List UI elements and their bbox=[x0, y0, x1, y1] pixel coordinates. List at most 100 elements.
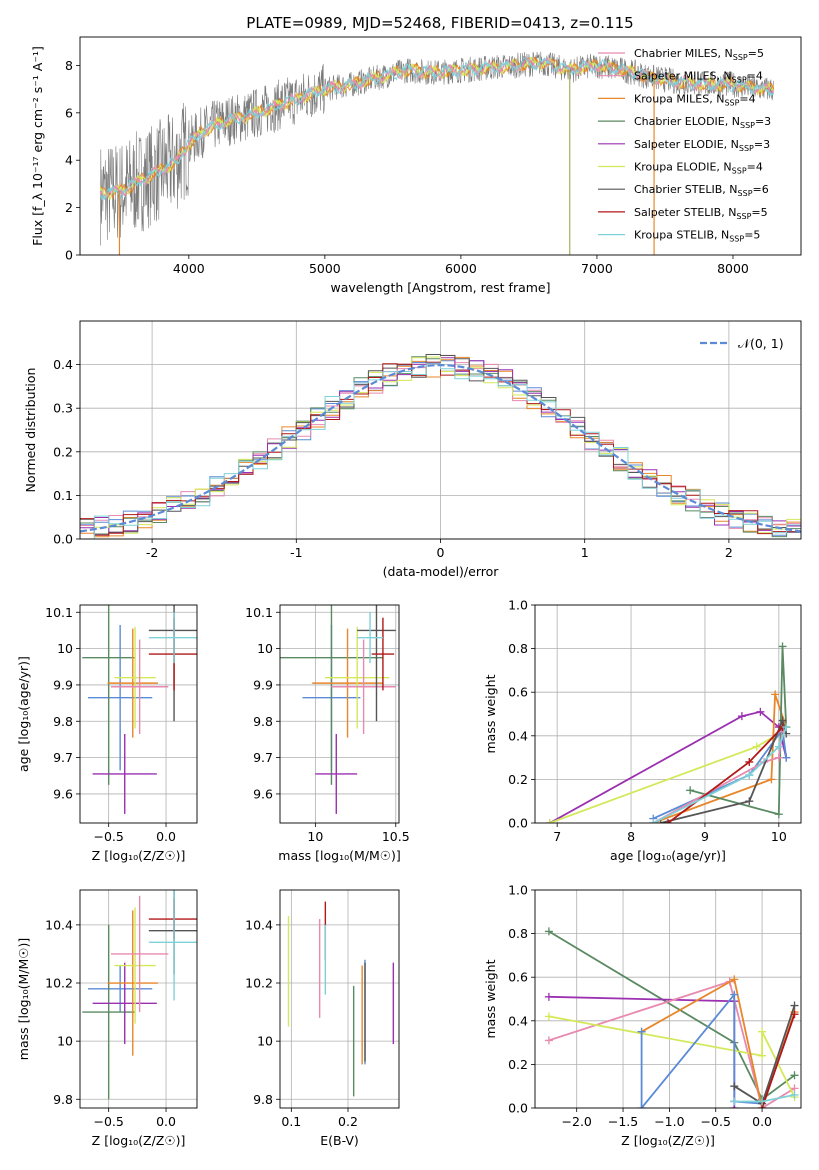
legend-label: Kroupa ELODIE, NSSP=4 bbox=[634, 161, 763, 176]
y-tick-label: 9.7 bbox=[253, 750, 273, 765]
panel-age_vs_mass: 10 10.5 9.6 9.7 9.8 9.9 10 10.1 mass [log₁₀(M/M☉… bbox=[245, 604, 410, 863]
weight-marker bbox=[752, 742, 761, 751]
weight-line bbox=[548, 1015, 796, 1098]
weight-marker bbox=[686, 786, 695, 795]
y-tick-label: 10.2 bbox=[245, 976, 273, 991]
y-tick-label: 10.1 bbox=[45, 605, 73, 620]
x-tick-label: 8000 bbox=[717, 261, 749, 276]
weight-line bbox=[761, 1014, 796, 1108]
y-tick-label: 8 bbox=[65, 58, 73, 73]
weight-line bbox=[652, 726, 788, 820]
x-tick-label: −2.0 bbox=[562, 1114, 592, 1129]
weight-marker bbox=[637, 1027, 646, 1036]
weight-marker bbox=[790, 1090, 799, 1099]
y-tick-label: 0.1 bbox=[53, 488, 73, 503]
y-tick-label: 9.8 bbox=[53, 1092, 73, 1107]
panel-age_vs_Z: −0.5 0.0 9.6 9.7 9.8 9.9 10 10.1 Z [log₁₀(Z/Z☉)]… bbox=[16, 604, 198, 863]
weight-marker bbox=[544, 992, 553, 1001]
axes-frame bbox=[279, 889, 400, 1109]
x-tick-label: 10 bbox=[771, 829, 787, 844]
y-tick-label: 0.2 bbox=[508, 1057, 528, 1072]
legend-label: Salpeter STELIB, NSSP=5 bbox=[634, 206, 768, 221]
panel-mass_weight_vs_age: 7 8 9 10 0.0 0.2 0.4 0.6 0.8 1.0 age [log₁₀(age/yr… bbox=[483, 598, 802, 863]
y-axis-label: Normed distribution bbox=[23, 368, 38, 493]
y-tick-label: 9.6 bbox=[253, 786, 273, 801]
x-axis-label: Z [log₁₀(Z/Z☉)] bbox=[92, 848, 186, 863]
y-tick-label: 2 bbox=[65, 200, 73, 215]
y-tick-label: 10.4 bbox=[45, 917, 73, 932]
weight-marker bbox=[745, 757, 754, 766]
y-tick-label: 9.6 bbox=[53, 786, 73, 801]
weight-marker bbox=[756, 707, 765, 716]
weight-marker bbox=[649, 819, 658, 823]
x-tick-label: −0.5 bbox=[93, 1114, 123, 1129]
y-tick-label: 0.2 bbox=[508, 772, 528, 787]
x-tick-label: 0.2 bbox=[338, 1114, 358, 1129]
weight-marker bbox=[790, 1001, 799, 1010]
plot-area bbox=[82, 605, 197, 814]
weight-marker bbox=[758, 1097, 767, 1106]
legend-label: Chabrier MILES, NSSP=5 bbox=[634, 47, 764, 62]
x-axis-label: age [log₁₀(age/yr)] bbox=[610, 848, 726, 863]
panel-residuals: -2 -1 0 1 2 0.0 0.1 0.2 0.3 0.4 (data-model)/error… bbox=[23, 320, 802, 579]
y-tick-label: 0.4 bbox=[508, 1013, 528, 1028]
weight-marker bbox=[758, 1027, 767, 1036]
x-tick-label: −1.5 bbox=[608, 1114, 638, 1129]
y-tick-label: 10 bbox=[257, 641, 273, 656]
y-tick-label: 0.6 bbox=[508, 685, 528, 700]
y-tick-label: 0.0 bbox=[508, 816, 528, 831]
model-spectrum bbox=[99, 56, 775, 199]
x-tick-label: 0.0 bbox=[752, 1114, 772, 1129]
weight-marker bbox=[745, 797, 754, 806]
y-tick-label: 0.2 bbox=[53, 444, 73, 459]
x-tick-label: 2 bbox=[725, 545, 733, 560]
x-tick-label: 0.0 bbox=[156, 1114, 176, 1129]
y-tick-label: 9.7 bbox=[53, 750, 73, 765]
y-tick-label: 0 bbox=[65, 248, 73, 263]
x-tick-label: 0.0 bbox=[156, 829, 176, 844]
weight-line bbox=[548, 930, 796, 1101]
x-axis-label: wavelength [Angstrom, rest frame] bbox=[330, 280, 550, 295]
weight-marker bbox=[790, 1071, 799, 1080]
legend-label: Salpeter ELODIE, NSSP=3 bbox=[634, 138, 770, 153]
y-tick-label: 0.8 bbox=[508, 641, 528, 656]
y-tick-label: 6 bbox=[65, 105, 73, 120]
y-tick-label: 10 bbox=[57, 641, 73, 656]
axes-frame bbox=[534, 604, 802, 824]
axes-frame bbox=[79, 36, 802, 256]
x-tick-label: −0.5 bbox=[93, 829, 123, 844]
x-tick-label: -2 bbox=[146, 545, 158, 560]
x-tick-label: 10.5 bbox=[382, 829, 410, 844]
y-tick-label: 9.8 bbox=[53, 714, 73, 729]
x-tick-label: 1 bbox=[581, 545, 589, 560]
x-axis-label: mass [log₁₀(M/M☉)] bbox=[278, 848, 400, 863]
weight-marker bbox=[730, 1082, 739, 1091]
plot-area bbox=[280, 605, 396, 814]
plot-area bbox=[80, 354, 801, 539]
weight-marker bbox=[656, 819, 665, 823]
data-spectrum bbox=[100, 51, 775, 246]
x-tick-label: 6000 bbox=[445, 261, 477, 276]
weight-marker bbox=[730, 1097, 739, 1106]
weight-marker bbox=[774, 753, 783, 762]
weight-marker bbox=[637, 1104, 646, 1108]
weight-marker bbox=[730, 990, 739, 999]
y-axis-label: mass weight bbox=[483, 959, 498, 1038]
y-tick-label: 1.0 bbox=[508, 598, 528, 613]
y-tick-label: 0.6 bbox=[508, 970, 528, 985]
legend-label: Kroupa MILES, NSSP=4 bbox=[634, 92, 756, 107]
x-tick-label: 4000 bbox=[173, 261, 205, 276]
weight-marker bbox=[664, 819, 672, 823]
y-tick-label: 10.4 bbox=[245, 917, 273, 932]
axes-frame bbox=[534, 889, 802, 1109]
y-tick-label: 10 bbox=[257, 1034, 273, 1049]
model-spectrum bbox=[99, 56, 775, 199]
panel-mass_vs_Z: −0.5 0.0 9.8 10 10.2 10.4 Z [log₁₀(Z/Z☉)] mass … bbox=[16, 889, 198, 1148]
y-tick-label: 10.2 bbox=[45, 976, 73, 991]
y-tick-label: 9.8 bbox=[253, 1092, 273, 1107]
weight-marker bbox=[544, 927, 553, 936]
weight-marker bbox=[782, 753, 791, 762]
y-tick-label: 4 bbox=[65, 153, 73, 168]
weight-marker bbox=[771, 690, 780, 699]
